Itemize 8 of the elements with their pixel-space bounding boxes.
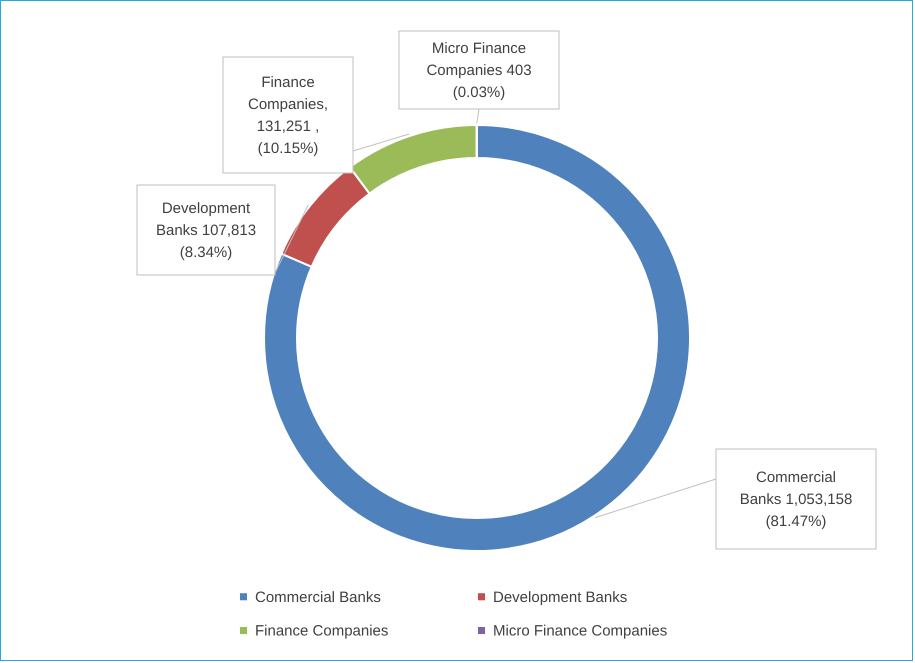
- legend-label: Finance Companies: [255, 622, 388, 640]
- data-label: Finance Companies, 131,251 , (10.15%): [248, 74, 328, 157]
- data-label: Commercial Banks 1,053,158 (81.47%): [740, 469, 852, 530]
- data-label: Micro Finance Companies 403 (0.03%): [426, 40, 532, 101]
- data-label: Development Banks 107,813 (8.34%): [156, 200, 256, 261]
- legend-label: Development Banks: [493, 588, 628, 606]
- legend-label: Commercial Banks: [255, 588, 381, 606]
- legend-label: Micro Finance Companies: [493, 622, 668, 640]
